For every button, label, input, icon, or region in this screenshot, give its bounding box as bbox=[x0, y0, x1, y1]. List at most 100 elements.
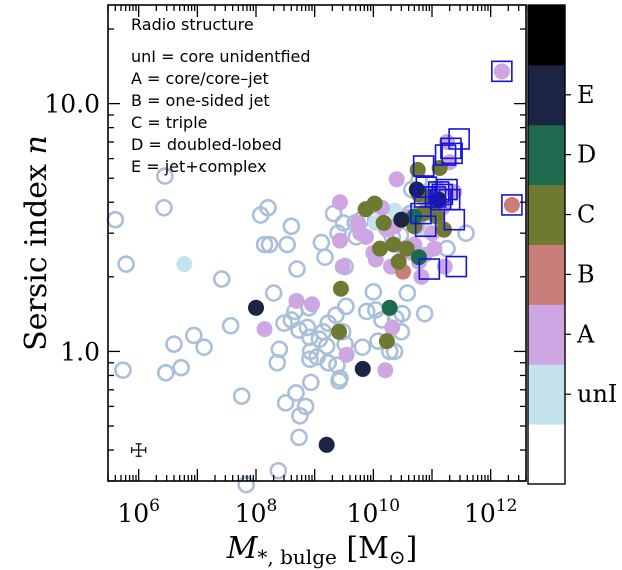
colorbar-segment bbox=[528, 244, 565, 305]
point-class-a bbox=[256, 321, 273, 338]
open-circle-point bbox=[316, 248, 334, 267]
colorbar-segment bbox=[528, 364, 565, 425]
point-class-c bbox=[390, 253, 407, 270]
open-circle-point bbox=[319, 353, 337, 372]
point-class-a bbox=[331, 232, 348, 249]
colorbar-segment bbox=[528, 184, 565, 245]
point-class-a bbox=[334, 258, 351, 275]
x-tick-label: 1012 bbox=[464, 496, 517, 528]
radio-structure-legend: Radio structure unI = core unidentfied A… bbox=[131, 15, 311, 176]
point-class-c bbox=[428, 208, 445, 225]
point-class-c bbox=[375, 214, 392, 231]
colorbar-segment bbox=[528, 304, 565, 365]
point-class-c bbox=[366, 195, 383, 212]
y-tick-label: 10.0 bbox=[44, 90, 100, 119]
colorbar-label: C bbox=[577, 201, 595, 229]
open-circle-point bbox=[282, 217, 301, 236]
open-circle-point bbox=[157, 363, 175, 382]
open-circle-point bbox=[237, 475, 255, 494]
point-class-a bbox=[436, 258, 453, 275]
colorbar-segment bbox=[528, 424, 565, 485]
x-title-unit-sub: ⊙ bbox=[389, 545, 406, 569]
square-marker bbox=[410, 202, 432, 225]
square-marker bbox=[445, 255, 468, 278]
open-circle-point bbox=[106, 210, 125, 229]
open-circle-point bbox=[259, 198, 277, 217]
x-title-unit: [M bbox=[337, 531, 389, 566]
square-marker bbox=[491, 60, 513, 83]
y-title-italic: n bbox=[19, 135, 54, 154]
x-tick-label: 106 bbox=[117, 496, 160, 528]
x-axis-title: M*, bulge [M⊙] bbox=[226, 531, 418, 569]
open-circle-point bbox=[221, 316, 240, 335]
open-circle-point bbox=[398, 284, 417, 302]
point-class-a bbox=[331, 194, 348, 211]
open-circle-point bbox=[270, 340, 289, 359]
square-marker bbox=[448, 128, 470, 150]
colorbar-label: A bbox=[576, 320, 595, 348]
point-class-a bbox=[377, 362, 394, 379]
open-circle-point bbox=[278, 235, 296, 254]
square-marker bbox=[501, 194, 523, 216]
open-circle-point bbox=[212, 270, 231, 288]
point-class-a bbox=[288, 292, 305, 309]
square-marker bbox=[427, 181, 450, 203]
open-circle-point bbox=[117, 255, 135, 273]
colorbar-label: B bbox=[577, 260, 595, 288]
open-circle-point bbox=[302, 373, 320, 392]
legend-title: Radio structure bbox=[131, 15, 254, 34]
open-circle-point bbox=[385, 342, 404, 361]
x-tick-base: 10 bbox=[347, 499, 379, 528]
legend-line-b: B = one-sided jet bbox=[131, 91, 270, 110]
point-class-c bbox=[398, 240, 415, 257]
y-tick-label: 1.0 bbox=[60, 337, 100, 366]
point-class-uni bbox=[176, 256, 193, 273]
square-marker bbox=[414, 215, 437, 238]
point-class-c bbox=[372, 240, 389, 257]
x-tick-exponent: 12 bbox=[496, 496, 518, 516]
point-class-b bbox=[503, 196, 520, 213]
open-circle-point bbox=[184, 326, 203, 345]
open-circle-point bbox=[232, 387, 251, 405]
open-circle-point bbox=[288, 260, 306, 278]
open-circle-point bbox=[415, 304, 434, 323]
open-circle-point bbox=[312, 233, 331, 252]
open-circle-point bbox=[287, 384, 305, 402]
x-tick-base: 10 bbox=[464, 499, 496, 528]
point-class-e bbox=[354, 360, 371, 377]
point-class-c bbox=[378, 333, 395, 350]
x-tick-label: 108 bbox=[235, 496, 278, 528]
legend-line-d: D = doubled-lobed bbox=[131, 135, 282, 154]
colorbar-segment bbox=[528, 64, 565, 126]
square-marker bbox=[434, 144, 457, 166]
open-circle-point bbox=[298, 318, 317, 337]
open-circle-point bbox=[301, 350, 319, 369]
open-circle-point bbox=[260, 235, 279, 254]
open-circle-point bbox=[156, 167, 174, 185]
point-class-a bbox=[384, 319, 401, 336]
x-tick-label: 1010 bbox=[347, 496, 400, 528]
error-bar-layer bbox=[131, 443, 147, 457]
colorbar-label: unI bbox=[577, 380, 617, 408]
colorbar-segment bbox=[528, 124, 565, 186]
x-tick-exponent: 8 bbox=[267, 496, 278, 516]
colorbar-label: E bbox=[577, 81, 595, 109]
open-circle-point bbox=[114, 361, 132, 379]
point-class-a bbox=[303, 296, 320, 313]
x-title-main: M bbox=[226, 531, 259, 566]
open-circle-point bbox=[264, 284, 283, 302]
point-class-a bbox=[338, 346, 355, 363]
open-circle-point bbox=[255, 235, 274, 254]
point-class-e bbox=[248, 299, 265, 316]
x-tick-base: 10 bbox=[117, 499, 149, 528]
open-circle-point bbox=[296, 397, 315, 416]
square-marker bbox=[412, 155, 435, 177]
plot-frame bbox=[107, 4, 527, 482]
square-marker bbox=[418, 258, 441, 280]
open-circle-point bbox=[330, 372, 348, 390]
legend-line-uni: unI = core unidentfied bbox=[131, 47, 311, 66]
open-circle-point bbox=[291, 406, 309, 425]
